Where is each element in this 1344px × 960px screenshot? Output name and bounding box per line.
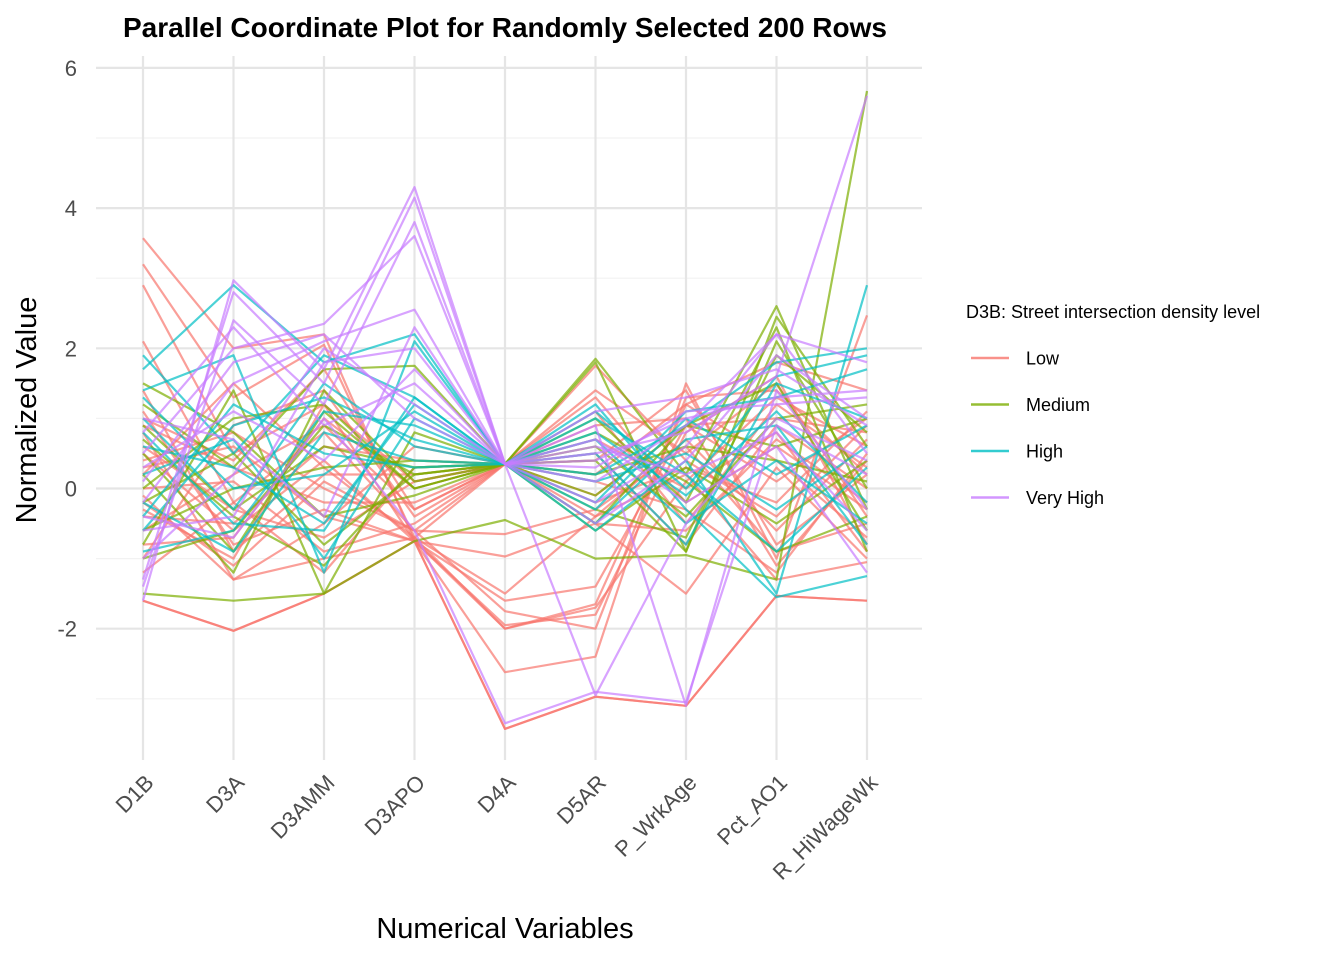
y-tick-label: -2 (57, 617, 77, 642)
legend-item: High (971, 442, 1063, 462)
series-line (142, 396, 868, 630)
series-line (142, 431, 868, 595)
y-tick-label: 6 (65, 56, 77, 81)
series-line (142, 90, 869, 602)
y-tick-label: 2 (65, 336, 77, 361)
y-tick-label: 4 (65, 196, 77, 221)
x-tick-label: D5AR (552, 770, 611, 829)
legend-items: Low Medium High Very High (971, 349, 1104, 508)
x-tick-label: D3A (201, 770, 249, 818)
series-very-high (141, 95, 869, 725)
series-line (142, 333, 868, 483)
series-line (142, 417, 868, 725)
x-tick-label: D3AMM (266, 770, 340, 844)
chart-title: Parallel Coordinate Plot for Randomly Se… (123, 12, 887, 43)
x-tick-label: D1B (111, 770, 159, 818)
legend-label: High (1026, 442, 1063, 462)
y-tick-labels: -2 0 2 4 6 (57, 56, 77, 642)
x-tick-label: P_WrkAge (610, 770, 702, 862)
x-tick-label: D3APO (360, 770, 430, 840)
x-tick-label: Pct_AO1 (712, 770, 792, 850)
legend-item: Low (971, 349, 1060, 369)
x-tick-label: D4A (473, 770, 521, 818)
legend-item: Very High (971, 488, 1104, 508)
y-tick-label: 0 (65, 477, 77, 502)
x-axis-label: Numerical Variables (376, 913, 633, 945)
y-axis-label: Normalized Value (11, 297, 43, 524)
series-line (142, 539, 868, 731)
legend-label: Low (1026, 349, 1060, 369)
legend: D3B: Street intersection density level L… (966, 302, 1260, 508)
legend-item: Medium (971, 395, 1090, 415)
legend-title: D3B: Street intersection density level (966, 302, 1260, 322)
legend-label: Medium (1026, 395, 1090, 415)
legend-label: Very High (1026, 488, 1104, 508)
plot-lines (141, 90, 869, 731)
